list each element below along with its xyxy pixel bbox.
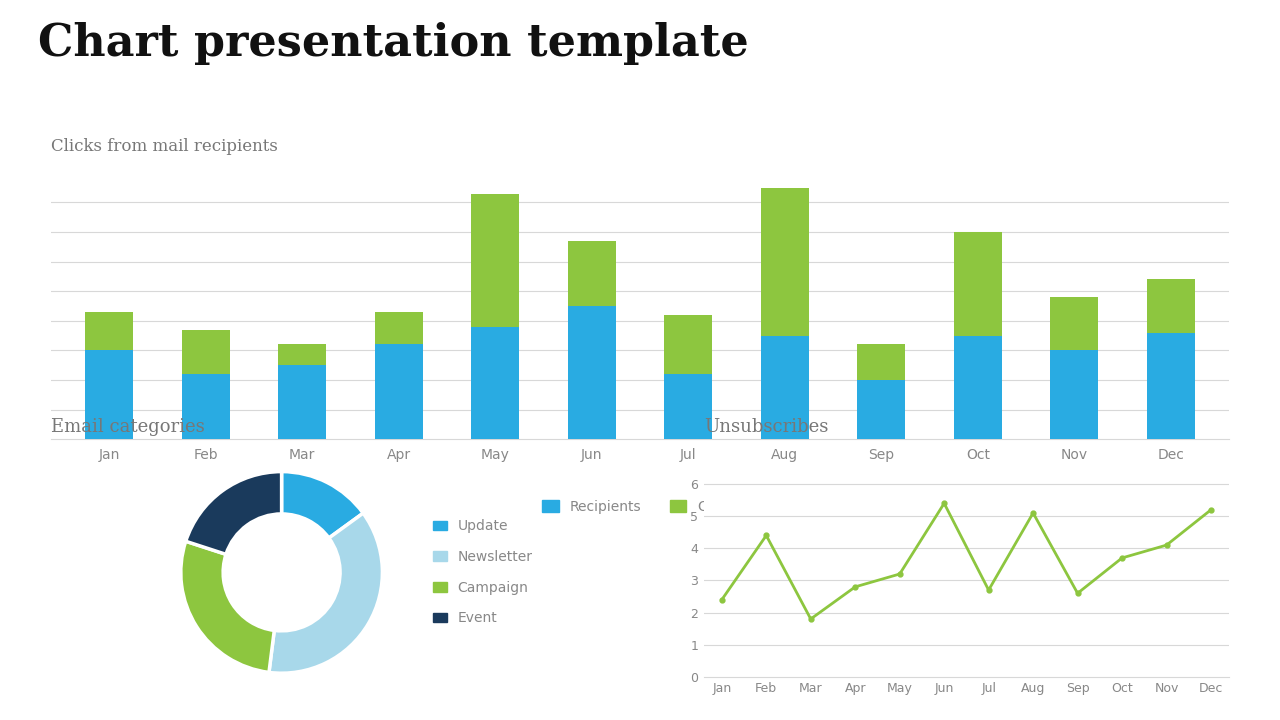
- Bar: [954, 336, 1002, 439]
- Bar: [567, 306, 616, 439]
- Bar: [278, 344, 326, 365]
- Wedge shape: [282, 472, 364, 538]
- Bar: [858, 344, 905, 380]
- Bar: [278, 365, 326, 439]
- Bar: [182, 330, 230, 374]
- Bar: [1050, 351, 1098, 439]
- Bar: [84, 312, 133, 351]
- Text: Chart presentation template: Chart presentation template: [38, 22, 749, 65]
- Bar: [664, 315, 713, 374]
- Bar: [567, 241, 616, 306]
- Legend: Update, Newsletter, Campaign, Event: Update, Newsletter, Campaign, Event: [428, 514, 539, 631]
- Bar: [84, 351, 133, 439]
- Bar: [954, 232, 1002, 336]
- Bar: [471, 327, 520, 439]
- Text: Clicks from mail recipients: Clicks from mail recipients: [51, 138, 278, 155]
- Bar: [375, 344, 422, 439]
- Bar: [375, 312, 422, 344]
- Text: Email categories: Email categories: [51, 418, 205, 436]
- Wedge shape: [186, 472, 282, 554]
- Bar: [182, 374, 230, 439]
- Wedge shape: [180, 541, 274, 672]
- Bar: [760, 188, 809, 336]
- Bar: [1147, 279, 1196, 333]
- Text: Unsubscribes: Unsubscribes: [704, 418, 828, 436]
- Bar: [1050, 297, 1098, 351]
- Bar: [664, 374, 713, 439]
- Bar: [858, 380, 905, 439]
- Bar: [1147, 333, 1196, 439]
- Bar: [471, 194, 520, 327]
- Wedge shape: [269, 513, 383, 673]
- Bar: [760, 336, 809, 439]
- Legend: Recipients, Clicks: Recipients, Clicks: [536, 494, 744, 519]
